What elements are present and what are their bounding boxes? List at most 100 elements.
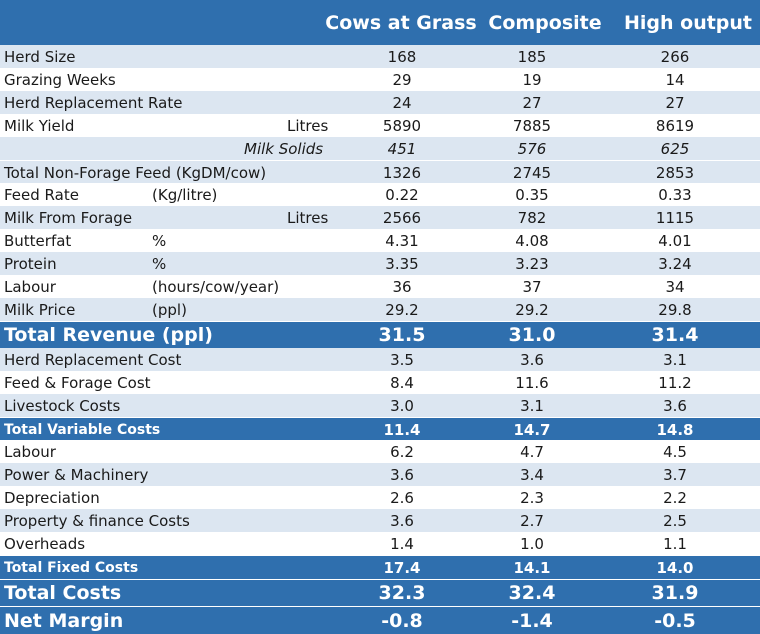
cell-cows-at-grass: 3.6 — [390, 511, 414, 530]
column-header-high-output: High output — [623, 11, 753, 34]
cell-high-output: 14 — [665, 70, 685, 89]
row-unit: % — [152, 231, 167, 250]
cell-cows-at-grass: 29 — [392, 70, 412, 89]
cell-cows-at-grass: 31.5 — [378, 324, 426, 346]
cell-high-output: 4.01 — [658, 231, 692, 250]
cell-high-output: 14.8 — [656, 420, 694, 439]
cell-high-output: 3.6 — [663, 396, 687, 415]
cell-high-output: 31.4 — [651, 324, 699, 346]
row-label: Feed Rate — [4, 185, 79, 204]
row-unit: (hours/cow/year) — [152, 277, 280, 296]
cell-cows-at-grass: 3.35 — [385, 254, 419, 273]
cell-high-output: 3.1 — [663, 350, 687, 369]
cell-composite: 2745 — [512, 163, 552, 182]
row-label: Herd Replacement Rate — [4, 93, 183, 112]
cell-cows-at-grass: 17.4 — [383, 558, 421, 577]
cell-composite: 2.7 — [520, 511, 544, 530]
row-label: Grazing Weeks — [4, 70, 116, 89]
cell-composite: 32.4 — [508, 582, 556, 604]
row-unit: Milk Solids — [244, 139, 324, 158]
cell-cows-at-grass: 32.3 — [378, 582, 426, 604]
row-label: Depreciation — [4, 488, 100, 507]
table-row: Butterfat % 4.31 4.08 4.01 — [0, 229, 760, 252]
table-header-row: Cows at Grass Composite High output — [0, 0, 760, 45]
row-label: Labour — [4, 277, 56, 296]
table-row: Depreciation 2.6 2.3 2.2 — [0, 486, 760, 509]
cell-composite: 1.0 — [520, 534, 544, 553]
cell-cows-at-grass: 11.4 — [383, 420, 421, 439]
total-variable-costs-row: Total Variable Costs 11.4 14.7 14.8 — [0, 417, 760, 441]
table-row: Power & Machinery 3.6 3.4 3.7 — [0, 463, 760, 486]
table-row: Protein % 3.35 3.23 3.24 — [0, 252, 760, 275]
cell-composite: 27 — [522, 93, 542, 112]
cell-composite: 14.1 — [513, 558, 551, 577]
cell-composite: 3.6 — [520, 350, 544, 369]
cell-high-output: 29.8 — [658, 300, 692, 319]
table-row: Milk Yield Litres 5890 7885 8619 — [0, 114, 760, 137]
cell-cows-at-grass: 1326 — [382, 163, 422, 182]
cell-composite: 3.4 — [520, 465, 544, 484]
row-unit: (Kg/litre) — [152, 185, 218, 204]
cell-cows-at-grass: 36 — [392, 277, 412, 296]
table-row: Herd Replacement Cost 3.5 3.6 3.1 — [0, 348, 760, 371]
cell-cows-at-grass: 0.22 — [385, 185, 419, 204]
row-label: Total Non-Forage Feed (KgDM/cow) — [4, 163, 267, 182]
cell-high-output: 1.1 — [663, 534, 687, 553]
cell-composite: 4.7 — [520, 442, 544, 461]
table-row: Total Non-Forage Feed (KgDM/cow) 1326 27… — [0, 160, 760, 184]
cell-high-output: 2853 — [655, 163, 695, 182]
cell-cows-at-grass: 6.2 — [390, 442, 414, 461]
row-label: Power & Machinery — [4, 465, 149, 484]
row-unit: % — [152, 254, 167, 273]
row-label: Net Margin — [4, 609, 124, 632]
cell-cows-at-grass: 5890 — [382, 116, 422, 135]
column-header-cows-at-grass: Cows at Grass — [325, 11, 477, 34]
cell-cows-at-grass: 1.4 — [390, 534, 414, 553]
row-label: Total Fixed Costs — [4, 559, 139, 576]
table-row: Labour 6.2 4.7 4.5 — [0, 440, 760, 463]
total-costs-row: Total Costs 32.3 32.4 31.9 — [0, 579, 760, 606]
table-row: Overheads 1.4 1.0 1.1 — [0, 532, 760, 555]
row-label: Herd Replacement Cost — [4, 350, 182, 369]
total-revenue-row: Total Revenue (ppl) 31.5 31.0 31.4 — [0, 321, 760, 348]
net-margin-row: Net Margin -0.8 -1.4 -0.5 — [0, 606, 760, 634]
row-label: Property & finance Costs — [4, 511, 190, 530]
cell-cows-at-grass: 3.6 — [390, 465, 414, 484]
cell-composite: 14.7 — [513, 420, 551, 439]
table-row: Labour (hours/cow/year) 36 37 34 — [0, 275, 760, 298]
cell-composite: 7885 — [512, 116, 552, 135]
total-fixed-costs-row: Total Fixed Costs 17.4 14.1 14.0 — [0, 555, 760, 579]
row-label: Feed & Forage Cost — [4, 373, 151, 392]
cell-high-output: 266 — [660, 47, 690, 66]
cell-high-output: 31.9 — [651, 582, 699, 604]
cell-high-output: 625 — [660, 139, 690, 158]
cell-cows-at-grass: 3.5 — [390, 350, 414, 369]
cell-cows-at-grass: 29.2 — [385, 300, 419, 319]
row-unit: Litres — [287, 116, 329, 135]
cell-composite: 3.1 — [520, 396, 544, 415]
table-row: Grazing Weeks 29 19 14 — [0, 68, 760, 91]
cell-composite: 11.6 — [515, 373, 549, 392]
cell-cows-at-grass: 3.0 — [390, 396, 414, 415]
row-label: Herd Size — [4, 47, 76, 66]
row-label: Butterfat — [4, 231, 72, 250]
row-label: Overheads — [4, 534, 86, 553]
cell-composite: 37 — [522, 277, 542, 296]
row-label: Total Revenue (ppl) — [4, 324, 213, 346]
row-unit: (ppl) — [152, 300, 187, 319]
cell-composite: 31.0 — [508, 324, 556, 346]
cell-high-output: 34 — [665, 277, 685, 296]
cell-cows-at-grass: 168 — [387, 47, 417, 66]
table-row: Herd Size 168 185 266 — [0, 45, 760, 68]
row-label: Labour — [4, 442, 56, 461]
table-row: Property & finance Costs 3.6 2.7 2.5 — [0, 509, 760, 532]
cell-composite: -1.4 — [511, 609, 553, 632]
row-label: Milk From Forage — [4, 208, 133, 227]
cell-composite: 19 — [522, 70, 542, 89]
cell-high-output: 3.7 — [663, 465, 687, 484]
column-header-composite: Composite — [488, 11, 602, 34]
cell-composite: 3.23 — [515, 254, 549, 273]
cell-cows-at-grass: 8.4 — [390, 373, 414, 392]
table-row: Feed & Forage Cost 8.4 11.6 11.2 — [0, 371, 760, 394]
